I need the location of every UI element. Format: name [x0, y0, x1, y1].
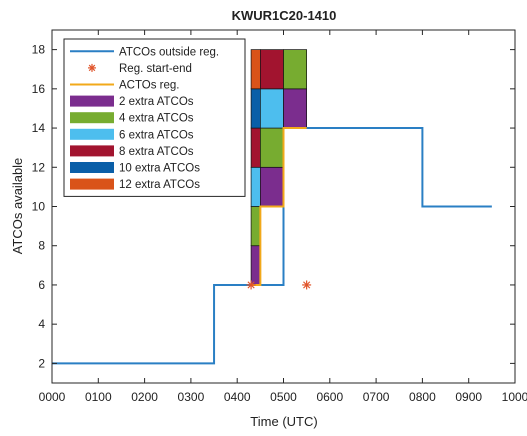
x-tick-label: 0200	[131, 390, 158, 404]
x-tick-label: 0800	[409, 390, 436, 404]
extra-atco-bars	[250, 49, 307, 286]
marker-2-1	[246, 280, 256, 290]
x-tick-label: 0600	[316, 390, 343, 404]
chart-title: KWUR1C20-1410	[232, 8, 337, 23]
bar-period2-extra-4	[260, 127, 284, 168]
x-tick-label: 0500	[270, 390, 297, 404]
x-axis: 0000 0100 0200 0300 0400 0500 0600 0700 0800 0900…	[39, 30, 527, 404]
legend-patch-swatch	[70, 178, 114, 190]
legend-marker-swatch	[88, 63, 96, 72]
x-tick-label: 0000	[39, 390, 66, 404]
line-series-3	[251, 127, 307, 286]
y-tick-label: 8	[38, 239, 45, 253]
y-tick-label: 14	[32, 121, 46, 135]
marker-2-2	[302, 280, 312, 290]
x-tick-label: 1000	[502, 390, 527, 404]
y-tick-label: 10	[32, 200, 46, 214]
bar-period1-extra-2	[250, 245, 261, 286]
x-tick-label: 0100	[85, 390, 112, 404]
bar-period2-extra-6	[260, 88, 284, 129]
bar-period1-extra-6	[250, 166, 261, 207]
legend: ATCOs outside reg. Reg. start-end ACTOs re…	[63, 38, 246, 197]
bar-period3-extra-2	[283, 88, 307, 129]
y-axis-label: ATCOs available	[10, 158, 25, 255]
legend-entry-9: 12 extra ATCOs	[70, 178, 200, 191]
legend-label: 10 extra ATCOs	[119, 163, 200, 175]
y-tick-label: 2	[38, 356, 45, 370]
y-tick-label: 6	[38, 278, 45, 292]
x-tick-label: 0700	[363, 390, 390, 404]
y-tick-label: 12	[32, 160, 46, 174]
legend-patch-swatch	[70, 162, 114, 173]
y-axis: 2 4 6 8 10 12 14 16 18	[32, 43, 515, 370]
legend-entry-4: 2 extra ATCOs	[70, 95, 194, 108]
legend-entry-7: 8 extra ATCOs	[70, 145, 194, 158]
legend-patch-swatch	[70, 128, 114, 140]
asterisk-stroke	[303, 281, 311, 289]
x-tick-label: 0300	[178, 390, 205, 404]
x-tick-label: 0900	[455, 390, 482, 404]
legend-patch-swatch	[70, 95, 114, 107]
bar-period2-extra-2	[260, 166, 284, 207]
legend-label: 2 extra ATCOs	[119, 96, 194, 108]
legend-entry-3: ACTOs reg.	[70, 80, 180, 92]
bar-period1-extra-12	[250, 49, 261, 90]
legend-patch-swatch	[70, 145, 114, 157]
x-axis-label: Time (UTC)	[250, 414, 317, 429]
bar-period2-extra-8	[260, 49, 284, 90]
legend-entry-1: ATCOs outside reg.	[70, 46, 219, 58]
legend-entry-5: 4 extra ATCOs	[70, 112, 194, 125]
legend-entry-6: 6 extra ATCOs	[70, 128, 194, 141]
legend-label: ATCOs outside reg.	[119, 46, 219, 58]
bar-period1-extra-4	[250, 206, 261, 247]
y-tick-label: 4	[38, 317, 45, 331]
legend-entry-8: 10 extra ATCOs	[70, 162, 200, 175]
legend-label: 12 extra ATCOs	[119, 179, 200, 191]
bar-period3-extra-4	[283, 49, 307, 90]
asterisk-stroke	[88, 64, 96, 72]
bar-period1-extra-8	[250, 127, 261, 168]
legend-label: ACTOs reg.	[119, 80, 180, 92]
legend-entry-2: Reg. start-end	[88, 63, 192, 75]
legend-label: Reg. start-end	[119, 63, 192, 75]
legend-label: 6 extra ATCOs	[119, 129, 194, 141]
y-tick-label: 18	[32, 43, 46, 57]
series-markers	[246, 280, 312, 290]
legend-label: 8 extra ATCOs	[119, 146, 194, 158]
bar-period1-extra-10	[250, 88, 261, 129]
legend-patch-swatch	[70, 112, 114, 124]
asterisk-stroke	[247, 281, 255, 289]
y-tick-label: 16	[32, 82, 46, 96]
x-tick-label: 0400	[224, 390, 251, 404]
series-lines	[52, 127, 492, 365]
legend-label: 4 extra ATCOs	[119, 113, 194, 125]
